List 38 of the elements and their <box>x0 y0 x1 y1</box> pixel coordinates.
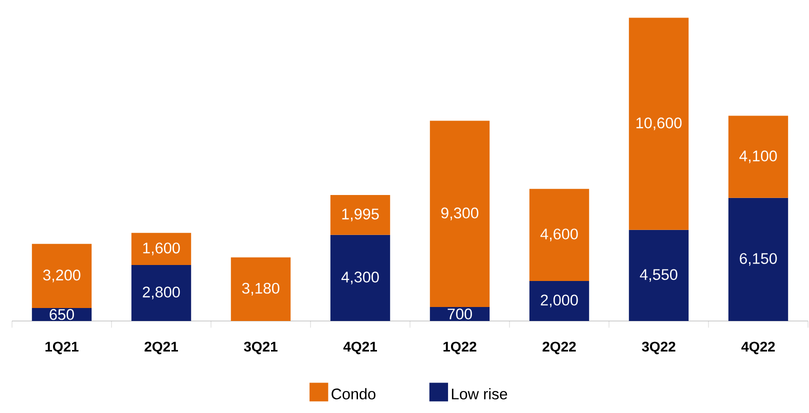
bar <box>628 230 689 321</box>
bar <box>529 280 590 321</box>
data-label: 1,995 <box>342 208 379 222</box>
data-label: 1,600 <box>143 242 180 256</box>
legend-label: Condo <box>332 388 376 400</box>
bar <box>330 234 390 321</box>
data-label: 6,150 <box>740 253 777 266</box>
x-tick-label: 2Q21 <box>144 342 178 354</box>
x-tick-label: 4Q22 <box>741 342 775 354</box>
data-label: 2,000 <box>540 294 578 308</box>
x-tick-label: 1Q21 <box>46 342 78 354</box>
bar <box>628 18 689 230</box>
bar <box>728 198 788 321</box>
data-label: 3,200 <box>43 270 80 282</box>
x-tick-label: 1Q22 <box>444 342 476 354</box>
bar <box>131 232 192 265</box>
data-label: 4,300 <box>341 272 379 284</box>
data-label: 10,600 <box>636 117 682 130</box>
data-label: 650 <box>50 309 74 320</box>
bar <box>230 257 291 321</box>
data-label: 3,180 <box>242 282 280 296</box>
data-label: 2,800 <box>142 286 180 300</box>
bar <box>529 188 590 281</box>
x-tick-label: 2Q22 <box>542 342 576 354</box>
bar <box>32 244 92 308</box>
data-label: 4,100 <box>739 150 777 164</box>
bar <box>430 120 490 307</box>
legend-label: Low rise <box>452 388 508 400</box>
data-label: 700 <box>448 308 472 320</box>
bar <box>330 194 390 235</box>
data-label: 9,300 <box>441 208 478 220</box>
data-label: 4,550 <box>640 269 678 282</box>
data-label: 4,600 <box>540 228 578 242</box>
x-tick-label: 4Q21 <box>343 342 377 354</box>
bar <box>131 264 192 321</box>
x-tick-label: 3Q21 <box>244 342 278 354</box>
bar <box>728 116 788 198</box>
x-tick-label: 3Q22 <box>642 342 676 354</box>
